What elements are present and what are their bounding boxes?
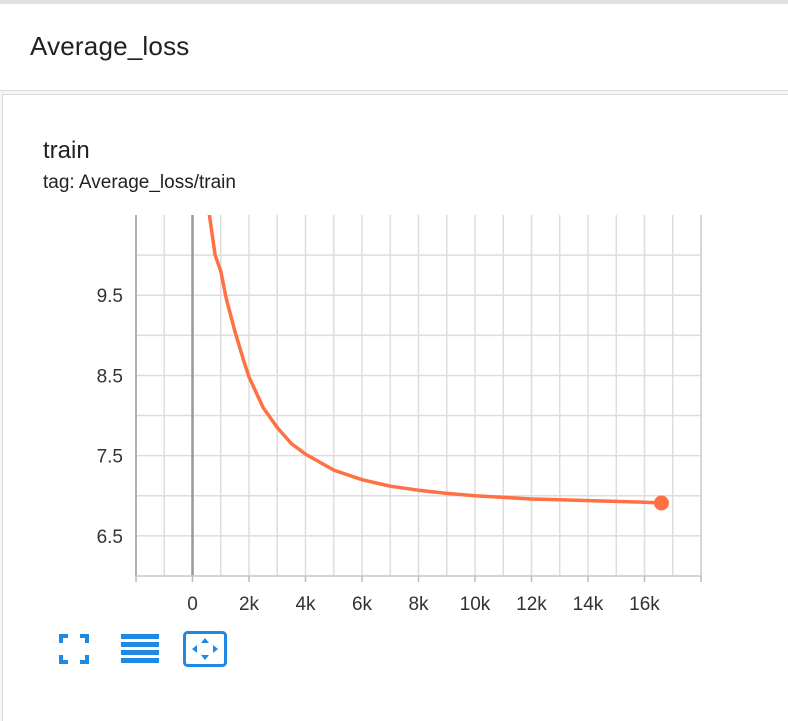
y-tick-label: 6.5	[97, 527, 123, 548]
x-tick-label: 10k	[460, 594, 491, 615]
menu-icon	[121, 634, 159, 663]
series-last-point	[653, 495, 669, 511]
fit-domain-button[interactable]	[183, 631, 227, 667]
fullscreen-button[interactable]	[57, 631, 101, 667]
group-title: Average_loss	[30, 31, 190, 61]
x-tick-label: 0	[187, 594, 198, 615]
y-tick-label: 9.5	[97, 286, 123, 307]
x-tick-label: 8k	[408, 594, 429, 615]
card-title: train	[43, 137, 90, 164]
loss-chart[interactable]: 6.5 7.5 8.5 9.5 0 2k 4k 6k 8k 10k 12k 14k 16k	[3, 95, 788, 721]
y-tick-label: 7.5	[97, 447, 123, 468]
fullscreen-icon	[59, 634, 89, 664]
fit-domain-icon	[183, 631, 227, 667]
x-tick-label: 6k	[352, 594, 373, 615]
x-tick-label: 12k	[516, 594, 547, 615]
chart-card: train tag: Average_loss/train 6.5 7.5 8.5 9…	[2, 94, 788, 721]
x-tick-label: 16k	[629, 594, 660, 615]
y-tick-label: 8.5	[97, 366, 123, 387]
x-tick-label: 14k	[573, 594, 604, 615]
x-tick-label: 2k	[239, 594, 260, 615]
x-tick-label: 4k	[295, 594, 316, 615]
top-strip	[0, 0, 788, 4]
toggle-log-button[interactable]	[121, 631, 165, 667]
series-line-train	[207, 215, 664, 505]
card-tag: tag: Average_loss/train	[43, 172, 236, 193]
group-header[interactable]: Average_loss	[0, 4, 788, 91]
